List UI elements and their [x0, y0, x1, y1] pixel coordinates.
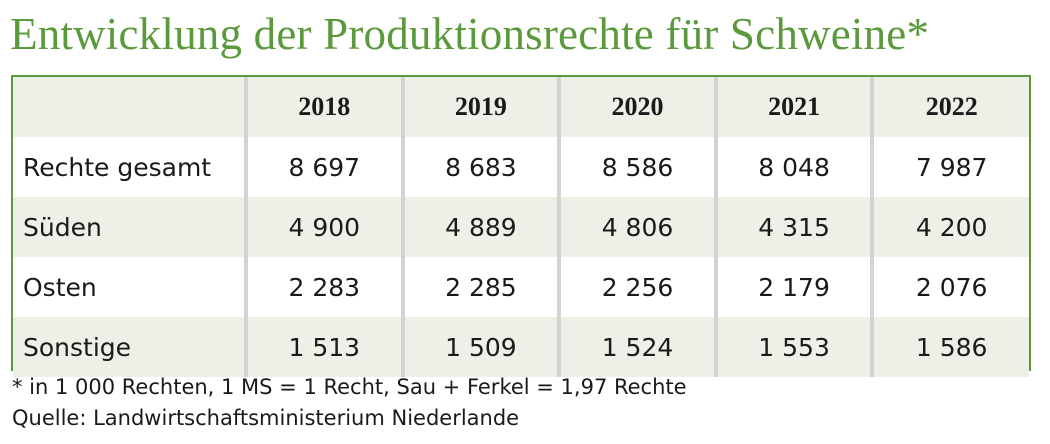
- header-cell-year: 2021: [713, 77, 873, 137]
- table-row: Rechte gesamt 8 697 8 683 8 586 8 048 7 …: [13, 137, 1029, 197]
- table-cell: 2 283: [244, 257, 403, 317]
- table-cell: 7 987: [870, 137, 1029, 197]
- row-label: Rechte gesamt: [23, 152, 212, 182]
- table-cell: 8 048: [713, 137, 873, 197]
- table-cell: 1 586: [870, 317, 1029, 377]
- table-cell: 1 553: [713, 317, 873, 377]
- table-cell: 4 200: [870, 197, 1029, 257]
- table-cell: 4 315: [713, 197, 873, 257]
- table-cell: 8 586: [557, 137, 716, 197]
- table-cell: 2 256: [557, 257, 716, 317]
- table-cell: 2 285: [400, 257, 560, 317]
- row-label: Osten: [23, 272, 97, 302]
- table-cell: 2 179: [713, 257, 873, 317]
- table-row: Osten 2 283 2 285 2 256 2 179 2 076: [13, 257, 1029, 317]
- row-label: Süden: [23, 212, 102, 242]
- table-row: Süden 4 900 4 889 4 806 4 315 4 200: [13, 197, 1029, 257]
- table-cell: 8 683: [400, 137, 560, 197]
- header-cell-year: 2019: [400, 77, 560, 137]
- header-cell-year: 2018: [244, 77, 403, 137]
- table-cell: 1 513: [244, 317, 403, 377]
- chart-title: Entwicklung der Produktionsrechte für Sc…: [10, 9, 930, 59]
- table-cell: 8 697: [244, 137, 403, 197]
- row-label: Sonstige: [23, 332, 132, 362]
- table-cell: 1 524: [557, 317, 716, 377]
- header-cell-empty: [13, 77, 246, 137]
- data-table: 2018 2019 2020 2021 2022 Rechte gesamt 8…: [11, 75, 1031, 377]
- table-cell: 4 889: [400, 197, 560, 257]
- table-cell: 2 076: [870, 257, 1029, 317]
- source-note: Quelle: Landwirtschaftsministerium Niede…: [12, 406, 520, 430]
- header-cell-year: 2022: [870, 77, 1029, 137]
- header-cell-year: 2020: [557, 77, 716, 137]
- table-cell: 4 806: [557, 197, 716, 257]
- table-cell: 4 900: [244, 197, 403, 257]
- header-row: 2018 2019 2020 2021 2022: [13, 77, 1029, 137]
- table-cell: 1 509: [400, 317, 560, 377]
- table-row: Sonstige 1 513 1 509 1 524 1 553 1 586: [13, 317, 1029, 377]
- footnote: * in 1 000 Rechten, 1 MS = 1 Recht, Sau …: [12, 375, 687, 399]
